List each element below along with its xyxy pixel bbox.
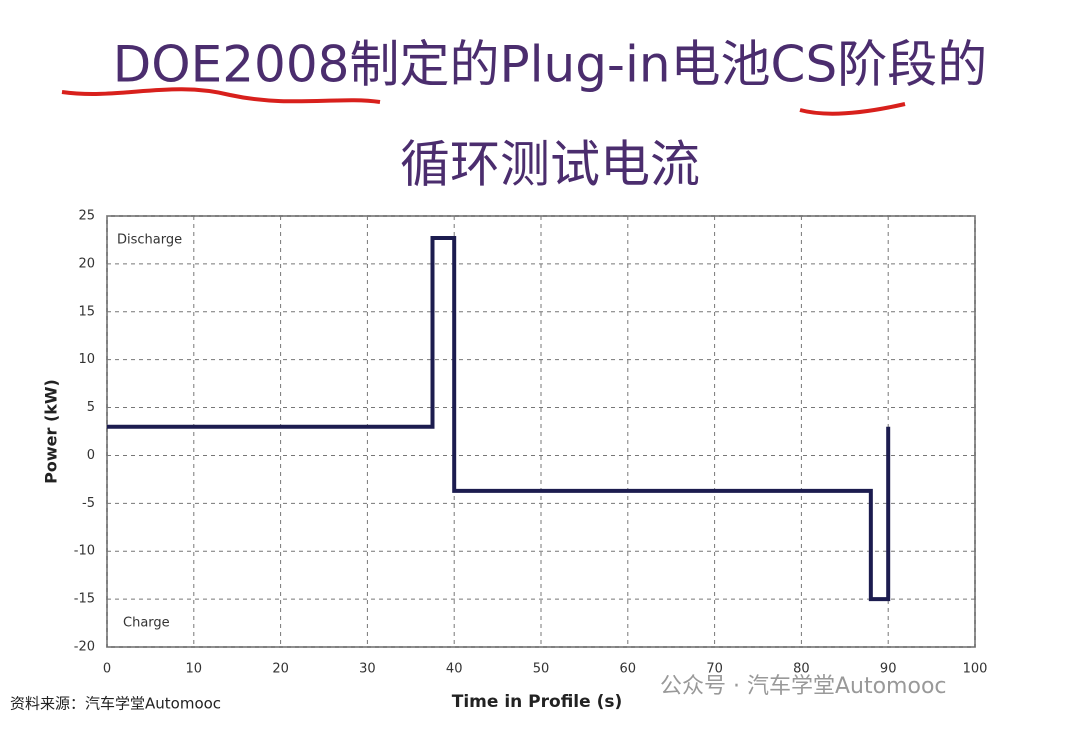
y-tick-label: -5 xyxy=(82,496,95,511)
annotation: Charge xyxy=(123,616,170,631)
x-tick-label: 90 xyxy=(880,662,897,677)
annotation: Discharge xyxy=(117,233,182,248)
x-tick-label: 0 xyxy=(103,662,111,677)
x-tick-label: 40 xyxy=(446,662,463,677)
source: 资料来源：汽车学堂Automooc xyxy=(10,695,221,713)
x-tick-label: 50 xyxy=(533,662,550,677)
y-tick-label: 10 xyxy=(78,352,95,367)
x-tick-label: 80 xyxy=(793,662,810,677)
y-tick-label: 20 xyxy=(78,256,95,271)
y-axis-label: Power (kW) xyxy=(42,379,61,484)
highlight-underline xyxy=(799,102,906,116)
title-line: 循环测试电流 xyxy=(400,136,700,194)
y-tick-label: 0 xyxy=(87,448,95,463)
y-tick-label: -10 xyxy=(74,544,95,559)
y-tick-label: -15 xyxy=(74,592,95,607)
x-tick-label: 70 xyxy=(706,662,723,677)
y-tick-label: 25 xyxy=(78,209,95,224)
x-tick-label: 30 xyxy=(359,662,376,677)
data-line xyxy=(107,236,891,602)
title-line: DOE2008制定的Plug-in电池CS阶段的 xyxy=(113,36,987,94)
x-axis-label: Time in Profile (s) xyxy=(452,692,623,712)
x-tick-label: 60 xyxy=(620,662,637,677)
highlight-underline xyxy=(61,87,381,104)
y-tick-label: 15 xyxy=(78,304,95,319)
x-tick-label: 20 xyxy=(272,662,289,677)
x-tick-label: 100 xyxy=(963,662,988,677)
y-tick-label: -20 xyxy=(74,640,95,655)
x-tick-label: 10 xyxy=(186,662,203,677)
watermark: 公众号 · 汽车学堂Automooc xyxy=(660,674,947,699)
y-tick-label: 5 xyxy=(87,400,95,415)
